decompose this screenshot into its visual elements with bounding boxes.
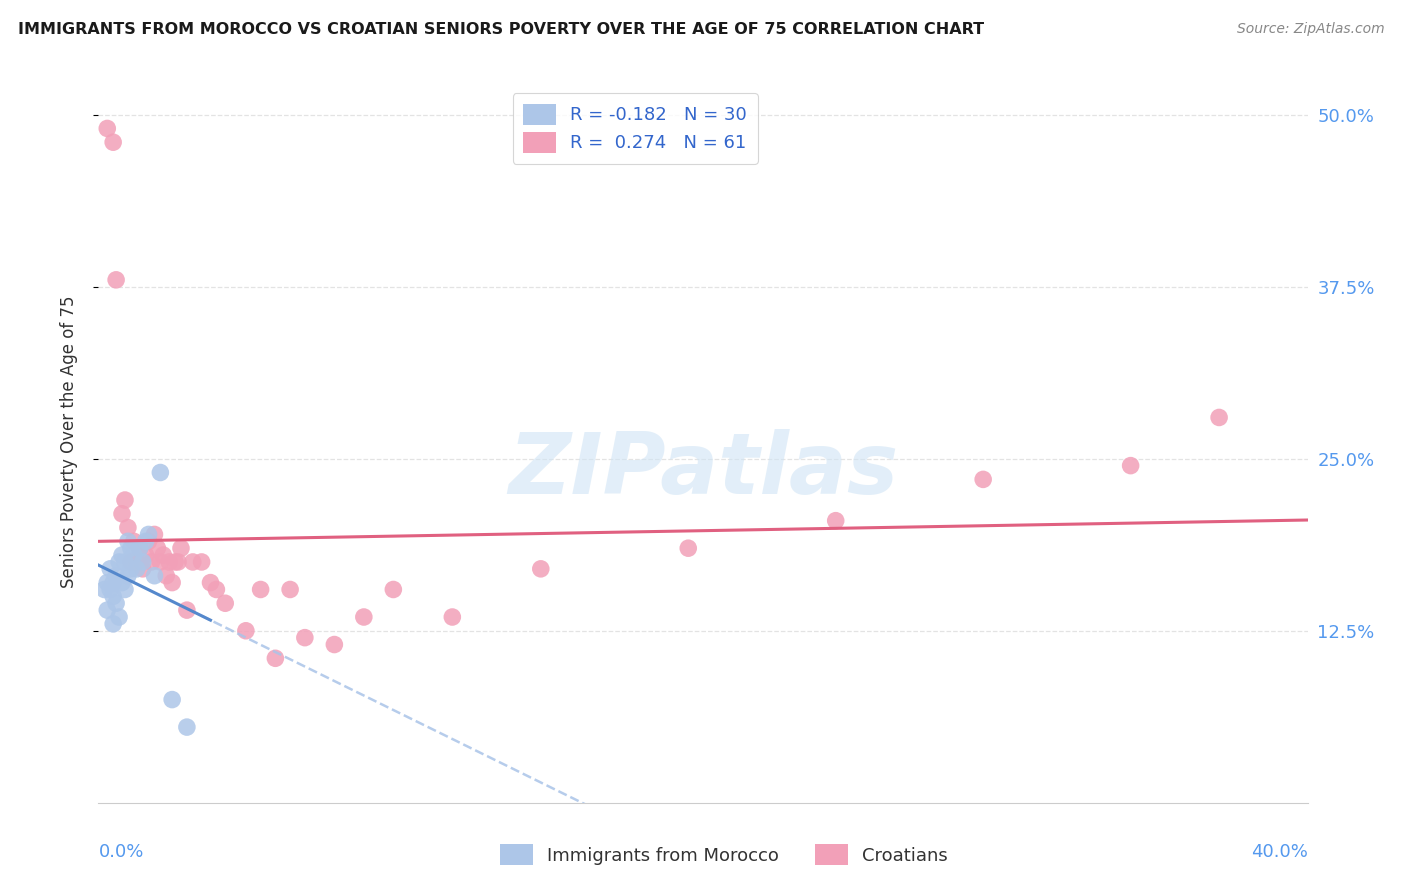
Point <box>160 692 183 706</box>
Point <box>190 555 212 569</box>
Point <box>146 541 169 556</box>
Point <box>143 568 166 582</box>
Point <box>108 610 131 624</box>
Legend: Immigrants from Morocco, Croatians: Immigrants from Morocco, Croatians <box>494 837 955 872</box>
Point <box>117 520 139 534</box>
Point <box>157 555 180 569</box>
Point <box>143 527 166 541</box>
Point <box>278 582 301 597</box>
Text: IMMIGRANTS FROM MOROCCO VS CROATIAN SENIORS POVERTY OVER THE AGE OF 75 CORRELATI: IMMIGRANTS FROM MOROCCO VS CROATIAN SENI… <box>18 22 984 37</box>
Point <box>122 548 145 562</box>
Point <box>120 555 142 569</box>
Point <box>141 555 163 569</box>
Point <box>1119 458 1142 473</box>
Point <box>114 555 136 569</box>
Point <box>972 472 994 486</box>
Point <box>824 514 846 528</box>
Point <box>128 541 150 556</box>
Point <box>117 568 139 582</box>
Text: Source: ZipAtlas.com: Source: ZipAtlas.com <box>1237 22 1385 37</box>
Text: 0.0%: 0.0% <box>98 843 143 861</box>
Legend: R = -0.182   N = 30, R =  0.274   N = 61: R = -0.182 N = 30, R = 0.274 N = 61 <box>513 93 758 163</box>
Point <box>249 582 271 597</box>
Point <box>101 575 124 590</box>
Point <box>382 582 405 597</box>
Point <box>131 555 153 569</box>
Point <box>120 562 142 576</box>
Text: ZIPatlas: ZIPatlas <box>508 429 898 512</box>
Point <box>125 555 148 569</box>
Point <box>93 582 115 597</box>
Point <box>149 555 172 569</box>
Point <box>264 651 287 665</box>
Point <box>165 555 187 569</box>
Text: 40.0%: 40.0% <box>1251 843 1308 861</box>
Point <box>152 548 174 562</box>
Point <box>214 596 236 610</box>
Point <box>96 575 118 590</box>
Point <box>678 541 700 556</box>
Point <box>98 562 121 576</box>
Point <box>125 562 148 576</box>
Point <box>138 534 160 549</box>
Point <box>181 555 204 569</box>
Point <box>149 466 172 480</box>
Point <box>1208 410 1230 425</box>
Point <box>101 590 124 604</box>
Point <box>111 575 134 590</box>
Point <box>205 582 228 597</box>
Point <box>441 610 464 624</box>
Point <box>176 603 198 617</box>
Point <box>96 121 118 136</box>
Point <box>128 541 150 556</box>
Point <box>111 507 134 521</box>
Point <box>98 582 121 597</box>
Point <box>323 638 346 652</box>
Point <box>117 534 139 549</box>
Point <box>155 568 177 582</box>
Point <box>105 568 128 582</box>
Point <box>353 610 375 624</box>
Point <box>96 603 118 617</box>
Point <box>120 541 142 556</box>
Point <box>135 548 157 562</box>
Point <box>111 548 134 562</box>
Point <box>200 575 222 590</box>
Point <box>530 562 553 576</box>
Point <box>114 493 136 508</box>
Point <box>101 135 124 149</box>
Point <box>138 527 160 541</box>
Point <box>114 582 136 597</box>
Point <box>101 616 124 631</box>
Point <box>176 720 198 734</box>
Y-axis label: Seniors Poverty Over the Age of 75: Seniors Poverty Over the Age of 75 <box>59 295 77 588</box>
Point <box>160 575 183 590</box>
Point <box>235 624 257 638</box>
Point <box>170 541 193 556</box>
Point <box>167 555 190 569</box>
Point <box>105 273 128 287</box>
Point <box>135 534 157 549</box>
Point <box>294 631 316 645</box>
Point <box>105 596 128 610</box>
Point <box>131 562 153 576</box>
Point <box>122 534 145 549</box>
Point <box>108 555 131 569</box>
